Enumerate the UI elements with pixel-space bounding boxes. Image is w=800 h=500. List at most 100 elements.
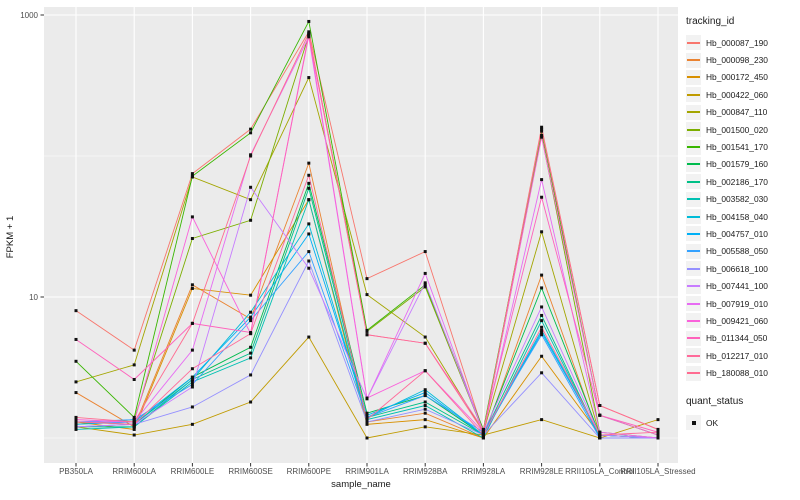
x-tick-label: RRIM928LA [462,467,506,476]
data-point [307,34,311,38]
data-point [249,127,253,131]
x-tick-label: RRIM901LA [345,467,389,476]
ok-point-marker [691,420,696,425]
data-point [598,436,602,440]
legend-entry: Hb_007919_010 [686,295,798,312]
legend-key [686,365,701,381]
data-point [249,293,253,297]
legend-entry-label: Hb_004757_010 [706,228,768,239]
legend-entry-label: Hb_000847_110 [706,107,768,118]
data-point [656,433,660,437]
data-point [307,186,311,190]
data-point [365,420,369,424]
data-point [365,333,369,337]
legend-color-line [687,198,700,201]
data-point [598,433,602,437]
legend-color-line [687,215,700,218]
data-point [540,305,544,309]
data-point [598,430,602,434]
legend-key [686,226,701,242]
data-point [190,382,194,386]
quant-legend-entry: OK [686,414,798,431]
data-point [190,405,194,409]
data-point [423,341,427,345]
data-point [132,415,136,419]
data-point [74,359,78,363]
data-point [540,325,544,329]
data-point [249,400,253,404]
legend-entry-label: Hb_007441_100 [706,281,768,292]
data-point [249,345,253,349]
data-point [365,396,369,400]
quant-legend-title: quant_status [686,395,744,407]
x-tick-label: RRIM928LE [520,467,564,476]
data-point [307,259,311,263]
y-axis-title: FPKM + 1 [5,216,16,259]
quant-legend-key [686,415,701,430]
data-point [540,178,544,182]
data-point [598,404,602,408]
x-tick-label: RRII105LA_Control [565,467,635,476]
x-tick-label: RRIM600LA [112,467,156,476]
data-point [132,418,136,422]
data-point [481,427,485,431]
legend-entry: Hb_012217_010 [686,347,798,364]
data-point [540,127,544,131]
legend-color-line [687,41,700,44]
data-point [190,367,194,371]
legend-entry-label: Hb_180088_010 [706,368,768,379]
data-point [190,215,194,219]
data-point [249,351,253,355]
data-point [249,185,253,189]
data-point [307,19,311,23]
data-point [190,385,194,389]
data-point [132,420,136,424]
data-point [249,332,253,336]
legend-color-line [687,337,700,340]
legend-color-line [687,59,700,62]
x-tick-label: PB350LA [59,467,93,476]
data-point [74,380,78,384]
legend-color-line [687,302,700,305]
legend-color-line [687,319,700,322]
legend-color-line [687,372,700,375]
legend-entry-label: Hb_000422_060 [706,89,768,100]
legend-key [686,139,701,155]
data-point [423,394,427,398]
legend-key [686,261,701,277]
data-point [74,309,78,313]
data-point [307,198,311,202]
data-point [423,407,427,411]
legend-key [686,330,701,346]
data-point [540,354,544,358]
data-point [249,310,253,314]
data-point [540,371,544,375]
legend-color-line [687,354,700,357]
data-point [307,161,311,165]
legend-key [686,296,701,312]
data-point [423,283,427,287]
data-point [307,250,311,254]
data-point [190,348,194,352]
data-point [307,181,311,185]
data-point [598,413,602,417]
data-point [249,373,253,377]
data-point [249,218,253,222]
data-point [132,425,136,429]
legend-color-line [687,146,700,149]
legend-color-line [687,232,700,235]
data-point [74,427,78,431]
data-point [481,436,485,440]
data-point [540,331,544,335]
legend-entry-label: Hb_009421_060 [706,315,768,326]
legend-entry-label: Hb_012217_010 [706,350,768,361]
data-point [540,333,544,337]
data-point [540,129,544,133]
legend-key [686,209,701,225]
x-tick-label: RRIM600LE [171,467,215,476]
legend-key [686,104,701,120]
legend-entry-label: Hb_001541_170 [706,142,768,153]
data-point [423,271,427,275]
